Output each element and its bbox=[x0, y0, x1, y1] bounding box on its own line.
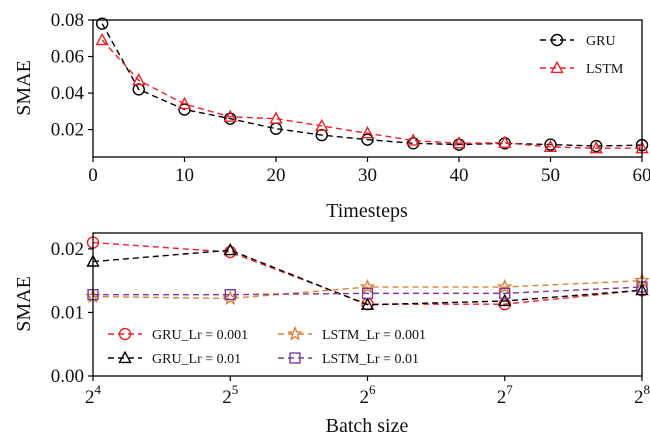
data-point-gru-lr-0-01 bbox=[360, 297, 375, 310]
data-point-gru bbox=[132, 83, 145, 96]
legend-entry-lstm-lr-0-01: LSTM_Lr = 0.01 bbox=[278, 352, 419, 367]
data-point-lstm-lr-0-01 bbox=[361, 287, 374, 300]
y-tick-label: 0.04 bbox=[51, 83, 85, 104]
data-point-gru bbox=[590, 139, 603, 153]
data-point-gru bbox=[544, 138, 557, 151]
legend-entry-gru-lr-0-01: GRU_Lr = 0.01 bbox=[108, 350, 241, 367]
timesteps-plot-frame bbox=[92, 19, 643, 158]
batch-size-chart: 24 25 26 27 28 0.000.010.02 Batch size SMAE … bbox=[13, 232, 650, 437]
data-point-lstm bbox=[543, 139, 558, 153]
series-line-lstm-lr-0-001 bbox=[92, 279, 643, 300]
data-point-lstm-lr-0-01 bbox=[224, 288, 236, 301]
x-tick-label: 30 bbox=[358, 165, 377, 186]
data-point-lstm-lr-0-001 bbox=[496, 278, 513, 294]
y-tick-label: 0.02 bbox=[51, 239, 84, 260]
timesteps-chart: 0 10 20 30 40 50 60 0.02 0.04 0.06 0.08 Timesteps… bbox=[13, 10, 650, 222]
data-point-gru bbox=[407, 137, 420, 150]
data-point-lstm bbox=[177, 96, 192, 110]
x-tick-label: 28 bbox=[634, 382, 650, 408]
series-gru-lr-0-01 bbox=[86, 242, 649, 310]
legend-marker-lstm-lr-0-01 bbox=[289, 352, 301, 364]
x-tick-label: 27 bbox=[497, 382, 514, 408]
legend-label: LSTM_Lr = 0.001 bbox=[322, 328, 426, 343]
legend-label: GRU_Lr = 0.01 bbox=[152, 352, 241, 367]
timesteps-legend: GRU LSTM bbox=[540, 33, 624, 77]
data-point-lstm bbox=[315, 118, 329, 132]
batch-size-y-axis-title: SMAE bbox=[13, 276, 35, 332]
legend-entry-lstm-lr-0-001: LSTM_Lr = 0.001 bbox=[278, 325, 426, 343]
legend-label: GRU_Lr = 0.001 bbox=[152, 328, 248, 343]
legend-marker-gru-lr-0-01 bbox=[118, 350, 132, 364]
data-point-lstm bbox=[406, 133, 420, 146]
data-point-gru bbox=[361, 133, 374, 146]
legend-label: GRU bbox=[586, 34, 616, 49]
legend-entry-gru: GRU bbox=[540, 33, 616, 49]
x-tick-label: 60 bbox=[633, 165, 650, 186]
data-point-lstm bbox=[269, 111, 283, 124]
y-tick-label: 0.08 bbox=[51, 10, 84, 31]
y-tick-label: 0.06 bbox=[51, 47, 84, 68]
legend-marker-lstm bbox=[550, 60, 564, 74]
x-tick-label: 24 bbox=[85, 382, 102, 408]
data-point-lstm bbox=[223, 109, 237, 122]
series-lstm bbox=[95, 32, 649, 154]
timesteps-y-axis-title: SMAE bbox=[13, 60, 35, 116]
timesteps-x-axis-title: Timesteps bbox=[326, 200, 408, 222]
x-tick-label: 25 bbox=[222, 382, 238, 408]
data-point-lstm bbox=[132, 73, 146, 86]
x-tick-label: 50 bbox=[541, 165, 560, 186]
x-tick-label: 26 bbox=[360, 382, 377, 408]
y-tick-label: 0.01 bbox=[51, 302, 84, 323]
legend-marker-gru-lr-0-001 bbox=[118, 327, 132, 341]
legend-marker-lstm-lr-0-001 bbox=[287, 325, 303, 341]
legend-label: LSTM bbox=[586, 62, 624, 77]
series-gru bbox=[95, 17, 649, 153]
batch-size-x-axis-title: Batch size bbox=[326, 415, 409, 437]
data-point-lstm bbox=[452, 136, 466, 149]
data-point-lstm bbox=[360, 126, 375, 139]
legend-entry-lstm: LSTM bbox=[540, 60, 624, 77]
series-line-gru-lr-0-01 bbox=[92, 249, 643, 306]
y-tick-label: 0.02 bbox=[51, 120, 84, 141]
data-point-gru-lr-0-01 bbox=[223, 242, 237, 256]
data-point-gru bbox=[452, 138, 466, 151]
series-line-lstm-lr-0-01 bbox=[93, 286, 643, 296]
data-point-gru-lr-0-01 bbox=[498, 293, 512, 307]
batch-size-legend: GRU_Lr = 0.001 GRU_Lr = 0.01 LSTM_Lr = 0.0… bbox=[108, 325, 426, 367]
data-point-gru bbox=[95, 17, 109, 30]
data-point-gru bbox=[315, 128, 328, 142]
data-point-lstm-lr-0-001 bbox=[222, 290, 239, 306]
data-point-lstm-lr-0-01 bbox=[499, 287, 511, 300]
x-tick-label: 40 bbox=[450, 165, 469, 186]
data-point-lstm-lr-0-001 bbox=[359, 278, 376, 294]
legend-label: LSTM_Lr = 0.01 bbox=[322, 352, 419, 367]
legend-entry-gru-lr-0-001: GRU_Lr = 0.001 bbox=[108, 327, 248, 343]
data-point-gru bbox=[224, 112, 237, 125]
x-tick-label: 10 bbox=[175, 165, 194, 186]
series-line-lstm bbox=[101, 39, 642, 149]
data-point-lstm bbox=[498, 135, 512, 148]
legend-marker-gru bbox=[550, 33, 564, 47]
data-point-lstm bbox=[589, 140, 603, 154]
y-tick-label: 0.00 bbox=[51, 366, 84, 387]
x-tick-label: 0 bbox=[88, 165, 98, 186]
data-point-lstm bbox=[95, 32, 109, 46]
series-line-gru bbox=[101, 23, 643, 147]
x-tick-label: 20 bbox=[267, 165, 286, 186]
